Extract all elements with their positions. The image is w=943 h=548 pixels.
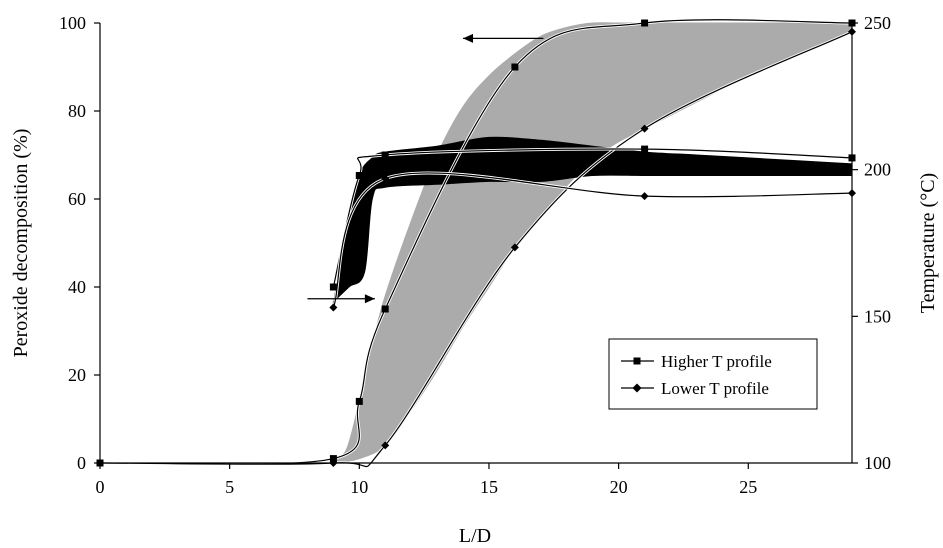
y-tick-label-3: 60 [68, 189, 86, 209]
series-1-point-3 [510, 243, 519, 252]
y2-tick-label-2: 200 [864, 160, 891, 180]
y2-tick-label-3: 250 [864, 13, 891, 33]
series-0-point-1 [329, 455, 337, 463]
y2-tick-label-0: 100 [864, 453, 891, 473]
series-3-point-0 [329, 303, 338, 312]
arrow-0-head [463, 33, 474, 43]
series-0-point-2 [355, 397, 363, 405]
series-1-point-2 [381, 441, 390, 450]
series-0-point-5 [641, 19, 649, 27]
x-tick-label-0: 0 [96, 477, 105, 497]
x-tick-label-5: 25 [739, 477, 757, 497]
series-3-line [332, 172, 853, 308]
y2-tick-label-1: 150 [864, 306, 891, 326]
y-tick-label-5: 100 [59, 13, 86, 33]
series-2-point-0 [329, 283, 337, 291]
series-3-point-1 [381, 174, 390, 183]
y-axis-title-left: Peroxide decomposition (%) [10, 129, 32, 358]
legend-higher-marker [633, 357, 641, 365]
series-1-point-4 [640, 124, 649, 133]
y-axis-title-right: Temperature (°C) [917, 173, 939, 313]
y-tick-label-1: 20 [68, 365, 86, 385]
x-tick-label-4: 20 [610, 477, 628, 497]
arrows-layer [307, 33, 544, 304]
legend-box [608, 338, 818, 410]
legend-lower-marker [632, 383, 642, 393]
series-2-point-1 [355, 172, 363, 179]
x-tick-label-3: 15 [480, 477, 498, 497]
x-tick-label-2: 10 [350, 477, 368, 497]
legend-lower-label: Lower T profile [661, 379, 769, 398]
series-1-line [99, 31, 853, 468]
y-tick-label-0: 0 [77, 453, 86, 473]
series-2-point-2 [381, 151, 389, 159]
series-0-point-4 [511, 63, 519, 71]
series-0-point-3 [381, 305, 389, 313]
series-3-point-2 [640, 192, 649, 201]
legend: Higher T profile Lower T profile [608, 338, 818, 410]
y-tick-label-4: 80 [68, 101, 86, 121]
series-2-point-3 [641, 145, 649, 153]
x-tick-label-1: 5 [225, 477, 234, 497]
series-2-line [332, 148, 853, 288]
x-axis-title: L/D [459, 525, 491, 547]
legend-higher-label: Higher T profile [661, 352, 772, 371]
y-tick-label-2: 40 [68, 277, 86, 297]
arrow-1-head [364, 294, 375, 304]
